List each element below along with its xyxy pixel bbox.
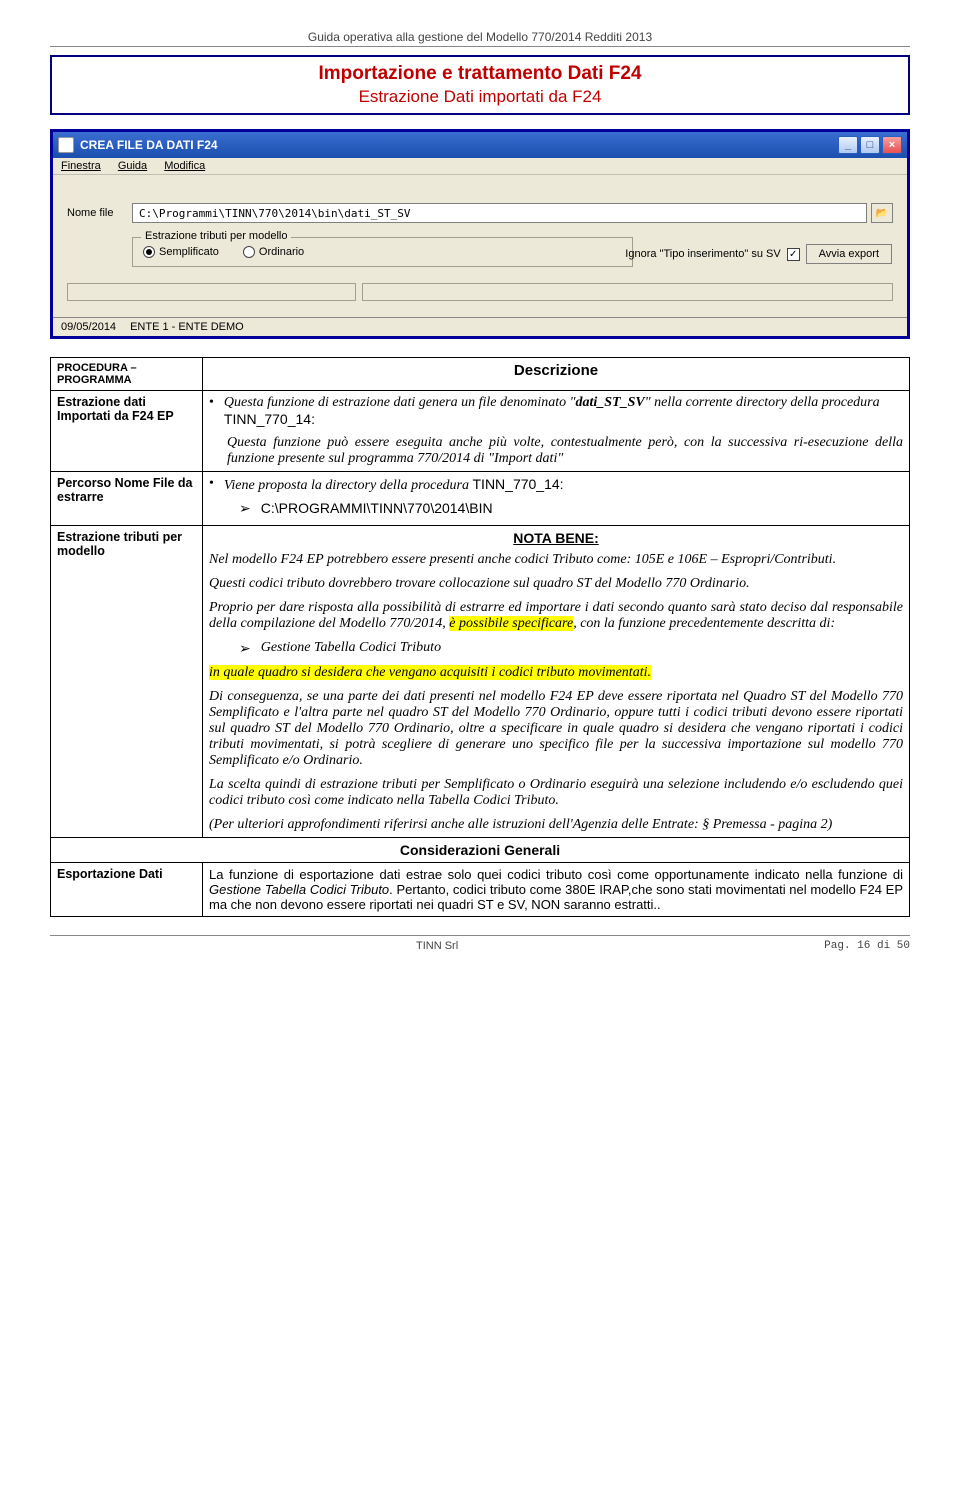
footer-right: Pag. 16 di 50: [824, 940, 910, 952]
close-button[interactable]: ×: [882, 136, 902, 154]
title-main: Importazione e trattamento Dati F24: [58, 63, 902, 85]
radio-ordinario[interactable]: Ordinario: [243, 246, 304, 258]
r1-left: Estrazione dati Importati da F24 EP: [51, 391, 203, 472]
nomefile-label: Nome file: [67, 207, 132, 219]
radio-semplificato[interactable]: Semplificato: [143, 246, 219, 258]
window-body: Nome file 📂 Estrazione tributi per model…: [53, 175, 907, 317]
maximize-button[interactable]: □: [860, 136, 880, 154]
r3-left: Estrazione tributi per modello: [51, 526, 203, 838]
page-footer: TINN Srl Pag. 16 di 50: [50, 935, 910, 952]
menu-guida[interactable]: Guida: [118, 160, 147, 172]
head-left: PROCEDURA – PROGRAMMA: [51, 358, 203, 391]
window-menubar: Finestra Guida Modifica: [53, 158, 907, 175]
window-statusbar: 09/05/2014 ENTE 1 - ENTE DEMO: [53, 317, 907, 336]
estrazione-fieldset: Estrazione tributi per modello Semplific…: [132, 237, 633, 267]
description-table: PROCEDURA – PROGRAMMA Descrizione Estraz…: [50, 357, 910, 917]
r4-right: La funzione di esportazione dati estrae …: [203, 863, 910, 917]
table-row: Percorso Nome File da estrarre • Viene p…: [51, 472, 910, 526]
app-icon: [58, 137, 74, 153]
menu-finestra[interactable]: Finestra: [61, 160, 101, 172]
r4-left: Esportazione Dati: [51, 863, 203, 917]
radio-semplificato-circle: [143, 246, 155, 258]
browse-button[interactable]: 📂: [871, 203, 893, 223]
r2-left: Percorso Nome File da estrarre: [51, 472, 203, 526]
avvia-export-button[interactable]: Avvia export: [806, 244, 892, 264]
table-row: PROCEDURA – PROGRAMMA Descrizione: [51, 358, 910, 391]
footer-left: TINN Srl: [416, 940, 458, 952]
window-title: CREA FILE DA DATI F24: [80, 138, 218, 152]
fieldset-legend: Estrazione tributi per modello: [141, 230, 291, 242]
minimize-button[interactable]: _: [838, 136, 858, 154]
radio-ordinario-label: Ordinario: [259, 246, 304, 258]
table-row: Considerazioni Generali: [51, 838, 910, 863]
progress-area: [67, 283, 893, 301]
r3-right: NOTA BENE: Nel modello F24 EP potrebbero…: [203, 526, 910, 838]
status-date: 09/05/2014: [61, 321, 116, 333]
ignore-checkbox[interactable]: ✓: [787, 248, 800, 261]
page-header: Guida operativa alla gestione del Modell…: [50, 30, 910, 44]
table-row: Estrazione tributi per modello NOTA BENE…: [51, 526, 910, 838]
radio-ordinario-circle: [243, 246, 255, 258]
title-box: Importazione e trattamento Dati F24 Estr…: [50, 55, 910, 115]
window-titlebar: CREA FILE DA DATI F24 _ □ ×: [53, 132, 907, 158]
radio-semplificato-label: Semplificato: [159, 246, 219, 258]
table-row: Estrazione dati Importati da F24 EP • Qu…: [51, 391, 910, 472]
status-ente: ENTE 1 - ENTE DEMO: [130, 321, 244, 333]
header-divider: [50, 46, 910, 47]
r2-right: • Viene proposta la directory della proc…: [203, 472, 910, 526]
menu-modifica[interactable]: Modifica: [164, 160, 205, 172]
r4-head: Considerazioni Generali: [51, 838, 910, 863]
r1-right: • Questa funzione di estrazione dati gen…: [203, 391, 910, 472]
head-right: Descrizione: [203, 358, 910, 391]
table-row: Esportazione Dati La funzione di esporta…: [51, 863, 910, 917]
nomefile-input[interactable]: [132, 203, 867, 223]
ignore-label: Ignora "Tipo inserimento" su SV: [625, 248, 780, 260]
title-sub: Estrazione Dati importati da F24: [58, 87, 902, 107]
screenshot-window: CREA FILE DA DATI F24 _ □ × Finestra Gui…: [50, 129, 910, 339]
